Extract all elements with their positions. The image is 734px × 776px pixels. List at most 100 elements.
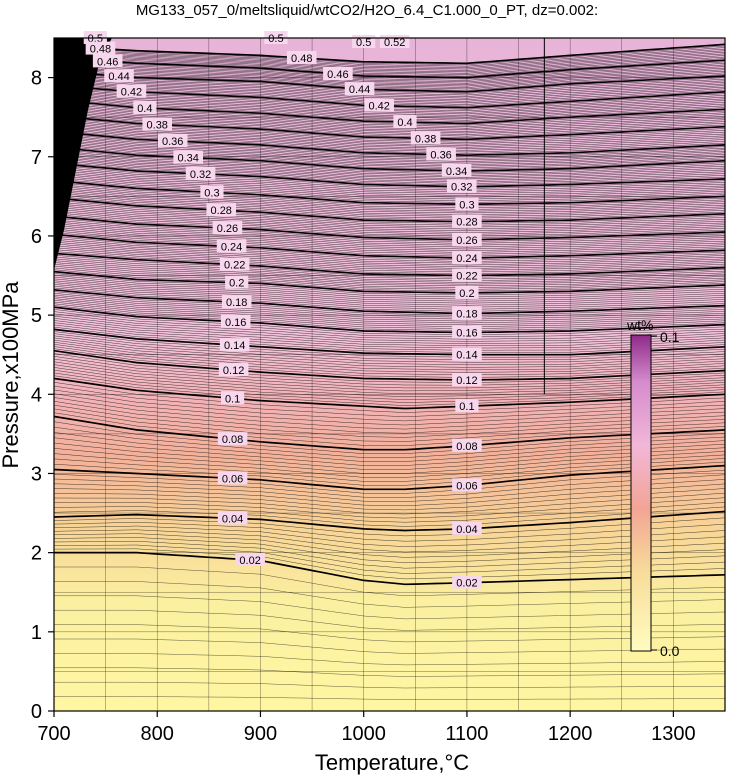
contour-label: 0.22 [452, 268, 482, 283]
fine-contour-line [54, 696, 725, 700]
contour-label-background [452, 306, 482, 320]
contour-label-text: 0.08 [222, 434, 243, 446]
fine-contour-line [54, 412, 725, 446]
fine-contour-line [54, 548, 725, 580]
contour-label-text: 0.26 [217, 223, 238, 235]
fine-contour-line [54, 93, 725, 118]
contour-label-background [455, 197, 479, 211]
fine-contour-line [54, 353, 725, 383]
x-tick-label: 700 [37, 723, 70, 745]
contour-label-text: 0.44 [108, 71, 129, 83]
fine-contour-line [54, 76, 725, 99]
x-tick-label: 800 [141, 723, 174, 745]
contour-label-text: 0.28 [211, 205, 232, 217]
contour-label-text: 0.4 [397, 117, 412, 129]
fine-contour-line [54, 303, 725, 329]
saturated-region [54, 38, 112, 270]
contour-label-background [92, 54, 123, 68]
contour-label-background [216, 239, 247, 253]
colorbar-min-label: 0.0 [660, 643, 680, 659]
fine-contour-line [54, 458, 725, 482]
contour-label-background [452, 268, 482, 282]
contour-label: 0.46 [92, 54, 123, 68]
chart-title: MG133_057_0/meltsliquid/wtCO2/H2O_6.4_C1… [136, 2, 598, 19]
contour-label: 0.08 [217, 432, 248, 446]
fine-contour-line [54, 171, 725, 196]
fine-contour-line [54, 72, 725, 94]
contour-label-text: 0.04 [222, 513, 243, 525]
fine-contour-line [54, 45, 725, 66]
fine-contour-line [54, 98, 725, 123]
contour-label: 0.14 [452, 347, 482, 362]
fine-contour-line [54, 502, 725, 523]
contour-label-background [217, 471, 248, 485]
x-tick-label: 1100 [445, 723, 488, 745]
fine-contour-line [54, 239, 725, 264]
fine-contour-line [54, 298, 725, 324]
fine-contour-line [54, 638, 725, 654]
fine-contour-line [54, 50, 725, 70]
fine-contour-line [54, 53, 725, 74]
fine-contour-line [54, 96, 725, 121]
fine-contour-line [54, 225, 725, 250]
x-axis-ticks: 700 800 900 1000 1100 1200 1300 [37, 711, 696, 745]
contour-label: 0.18 [452, 306, 482, 321]
contour-label-background [323, 67, 353, 81]
contour-label: 0.32 [185, 166, 216, 181]
contour-label-background [116, 84, 147, 98]
fine-contour-line [54, 182, 725, 207]
fine-contour-line [54, 188, 725, 214]
fine-contour-line [54, 521, 725, 542]
fine-contour-line [54, 143, 725, 169]
fine-contour-line [54, 358, 725, 389]
contour-label-text: 0.36 [430, 150, 451, 162]
contour-label-background [104, 69, 134, 83]
fine-contour-line [54, 382, 725, 413]
fine-contour-line [54, 92, 725, 116]
contour-line-0.02 [54, 551, 725, 586]
contour-label-background [225, 275, 249, 289]
fine-contour-line [54, 369, 725, 400]
contour-label-text: 0.32 [451, 182, 472, 194]
contour-label: 0.04 [452, 521, 482, 536]
contour-label: 0.02 [452, 575, 482, 590]
fine-contour-line [54, 194, 725, 219]
contour-label-background [426, 147, 456, 161]
fine-contour-line [54, 236, 725, 261]
fine-contour-line [54, 356, 725, 386]
contour-label-background [286, 50, 317, 64]
contour-label-text: 0.46 [97, 56, 118, 68]
contour-label-text: 0.14 [456, 350, 477, 362]
fine-contour-line [54, 305, 725, 331]
contour-label: 0.3 [200, 185, 224, 199]
fine-contour-line [54, 653, 725, 666]
fine-contour-lines [54, 45, 725, 700]
contour-label-text: 0.18 [456, 309, 477, 321]
fine-contour-line [54, 230, 725, 255]
contour-label-background [220, 391, 245, 405]
fine-contour-line [54, 151, 725, 177]
fine-contour-line [54, 488, 725, 511]
contour-label-background [452, 232, 482, 246]
fine-contour-line [54, 121, 725, 146]
fine-contour-line [54, 56, 725, 77]
fine-contour-line [54, 276, 725, 300]
contour-label-text: 0.52 [384, 37, 405, 49]
contour-label-background [452, 521, 482, 535]
fine-contour-line [54, 479, 725, 502]
fine-contour-line [54, 372, 725, 403]
contour-label: 0.44 [344, 82, 375, 96]
fine-contour-line [54, 221, 725, 246]
contour-label-text: 0.18 [226, 297, 247, 309]
fine-contour-line [54, 282, 725, 306]
contour-label: 0.24 [216, 239, 247, 254]
fine-contour-line [54, 173, 725, 198]
contour-label-text: 0.02 [239, 555, 260, 567]
fine-contour-line [54, 237, 725, 262]
contour-line-0.4 [54, 98, 725, 125]
fine-contour-line [54, 148, 725, 173]
contour-label-text: 0.32 [190, 169, 211, 181]
fine-contour-line [54, 185, 725, 210]
contour-label-text: 0.16 [225, 317, 246, 329]
contour-label-background [452, 325, 482, 339]
